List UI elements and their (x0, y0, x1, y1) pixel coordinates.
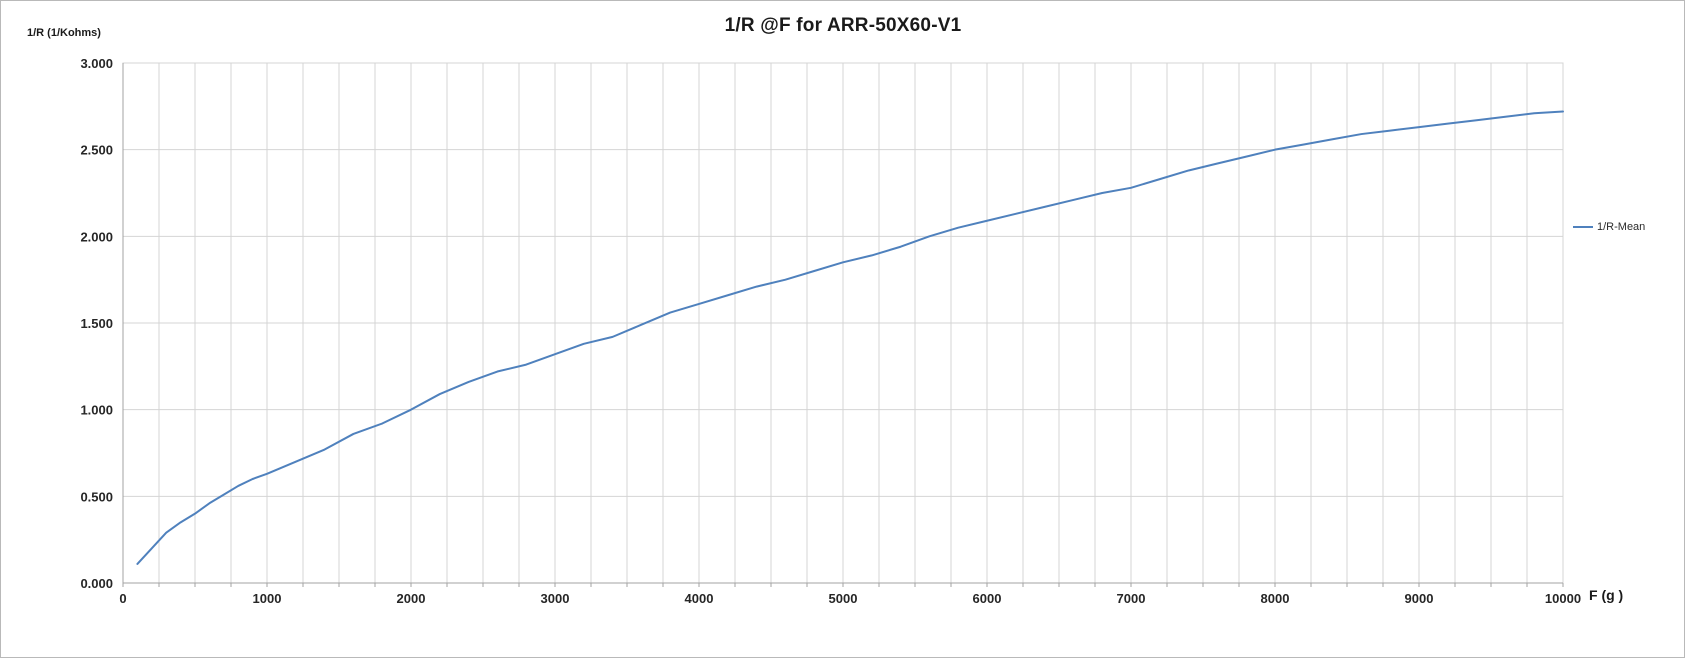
y-tick-label: 2.000 (80, 229, 113, 244)
legend: 1/R-Mean (1573, 221, 1645, 233)
x-tick-label: 10000 (1545, 591, 1581, 606)
gridlines (122, 62, 1564, 584)
y-tick-label: 1.000 (80, 403, 113, 418)
x-tick-label: 5000 (829, 591, 858, 606)
x-tick-label: 2000 (397, 591, 426, 606)
series-line-1-r-mean (136, 110, 1564, 565)
axes (122, 63, 1564, 587)
y-tick-label: 0.000 (80, 576, 113, 591)
y-tick-label: 3.000 (80, 56, 113, 71)
x-tick-label: 8000 (1261, 591, 1290, 606)
x-tick-label: 9000 (1405, 591, 1434, 606)
y-tick-label: 0.500 (80, 489, 113, 504)
legend-entry-label: 1/R-Mean (1597, 221, 1646, 233)
x-tick-label: 7000 (1117, 591, 1146, 606)
legend-line-swatch (1573, 226, 1593, 228)
x-tick-labels: 0 1000 2000 3000 4000 5000 6000 7000 8000 9000 100… (119, 591, 1581, 606)
y-tick-labels: 0.000 0.500 1.000 1.500 2.000 2.500 3.000 (80, 56, 113, 591)
x-tick-label: 3000 (541, 591, 570, 606)
x-tick-label: 4000 (685, 591, 714, 606)
y-axis-title: 1/R (1/Kohms) (27, 27, 101, 39)
y-tick-label: 1.500 (80, 316, 113, 331)
y-tick-label: 2.500 (80, 143, 113, 158)
x-axis-title: F (g ) (1589, 587, 1624, 603)
x-tick-label: 0 (119, 591, 126, 606)
x-tick-label: 6000 (973, 591, 1002, 606)
x-tick-label: 1000 (253, 591, 282, 606)
chart-title: 1/R @F for ARR-50X60-V1 (724, 15, 962, 36)
